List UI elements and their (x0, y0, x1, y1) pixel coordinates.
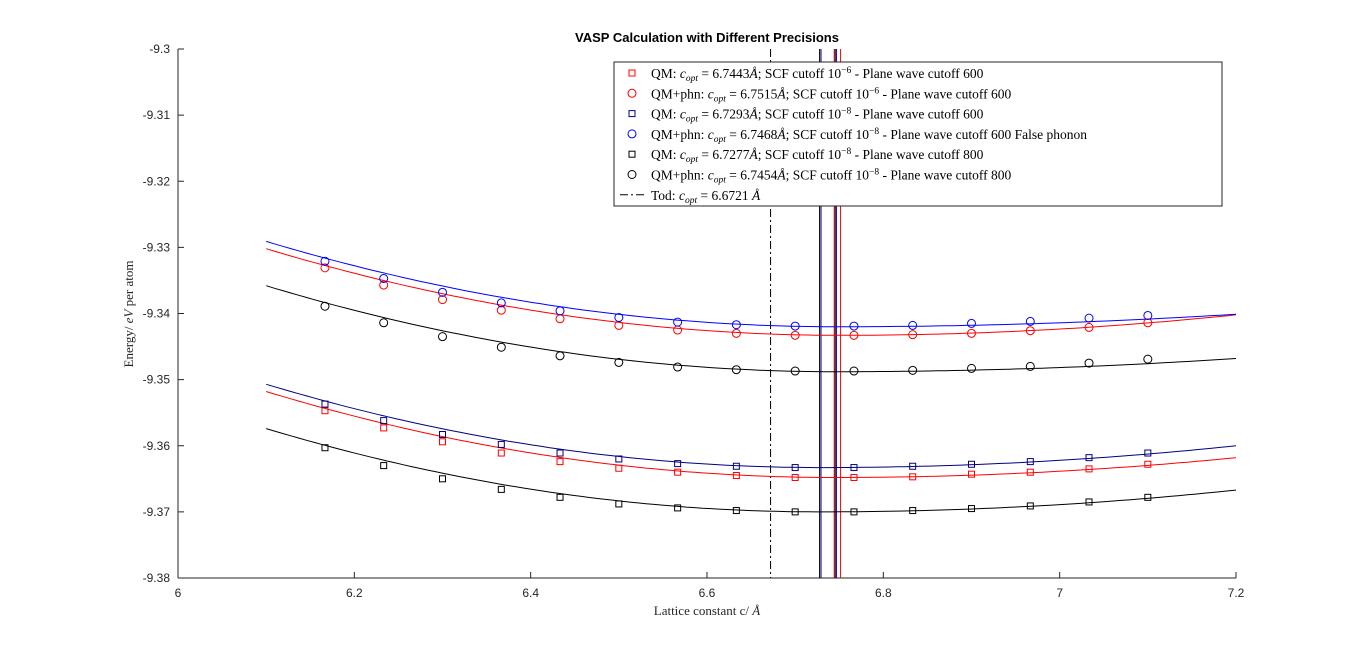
legend-text-mid: ; SCF cutoff 10 (786, 168, 870, 183)
legend-text-tail: - Plane wave cutoff 800 (851, 147, 983, 162)
y-tick-label: -9.38 (143, 571, 171, 585)
chart-title: VASP Calculation with Different Precisio… (575, 30, 839, 45)
legend-text-c-sub: opt (714, 176, 727, 186)
legend: QM: copt = 6.7443Å; SCF cutoff 10−6 - Pl… (614, 62, 1222, 206)
x-tick-label: 6.8 (875, 586, 892, 600)
legend-text-c-sub: opt (714, 135, 727, 145)
legend-text-tail: - Plane wave cutoff 600 False phonon (879, 127, 1087, 142)
legend-text-eq: = 6.7454 (726, 168, 778, 183)
y-tick-label: -9.3 (149, 42, 170, 56)
legend-text-exp: −8 (869, 168, 879, 178)
legend-text-eq: = 6.7468 (726, 127, 778, 142)
legend-text-eq: = 6.7293 (698, 107, 750, 122)
x-tick-label: 6.2 (346, 586, 363, 600)
y-tick-label: -9.31 (143, 108, 171, 122)
legend-text-mid: ; SCF cutoff 10 (758, 66, 842, 81)
legend-text-eq: = 6.7443 (698, 66, 750, 81)
legend-text-prefix: QM+phn: (651, 127, 708, 142)
legend-text-c-sub: opt (686, 155, 699, 165)
x-tick-label: 6.4 (522, 586, 539, 600)
y-axis-label: Energy/ eV per atom (121, 261, 136, 368)
legend-text-prefix: Tod: (651, 188, 679, 203)
x-tick-label: 6.6 (699, 586, 716, 600)
legend-text-prefix: QM: (651, 107, 680, 122)
y-tick-label: -9.35 (143, 373, 171, 387)
legend-text-prefix: QM+phn: (651, 86, 708, 101)
y-axis-label-post: per atom (121, 261, 136, 310)
legend-text-prefix: QM: (651, 147, 680, 162)
legend-text-eq: = 6.7277 (698, 147, 750, 162)
legend-text-prefix: QM: (651, 66, 680, 81)
legend-text-prefix: QM+phn: (651, 168, 708, 183)
legend-text-eq: = 6.6721 (697, 188, 752, 203)
legend-text-tail: - Plane wave cutoff 600 (879, 86, 1011, 101)
x-tick-label: 7 (1056, 586, 1063, 600)
y-tick-label: -9.37 (143, 505, 171, 519)
legend-text-c-sub: opt (686, 74, 699, 84)
y-tick-label: -9.34 (143, 307, 171, 321)
legend-text-mid: ; SCF cutoff 10 (758, 107, 842, 122)
y-axis-label-pre: Energy/ (121, 323, 136, 367)
x-axis-label-text: Lattice constant c/ (654, 603, 753, 618)
legend-text-exp: −8 (841, 107, 851, 117)
y-tick-label: -9.32 (143, 174, 171, 188)
y-tick-label: -9.36 (143, 439, 171, 453)
legend-text-exp: −6 (841, 66, 851, 76)
x-tick-label: 6 (175, 586, 182, 600)
legend-text-mid: ; SCF cutoff 10 (786, 86, 870, 101)
legend-text-exp: −8 (841, 147, 851, 157)
legend-text-c-sub: opt (714, 94, 727, 104)
legend-text-tail: - Plane wave cutoff 600 (851, 107, 983, 122)
legend-text-unit: Å (751, 188, 761, 203)
legend-text-c-sub: opt (685, 196, 698, 206)
legend-text-c-sub: opt (686, 115, 699, 125)
legend-text-exp: −8 (869, 127, 879, 137)
x-tick-label: 7.2 (1228, 586, 1245, 600)
x-axis-label: Lattice constant c/ Å (654, 603, 761, 618)
legend-text-eq: = 6.7515 (726, 86, 778, 101)
legend-text-exp: −6 (869, 86, 879, 96)
legend-text-tail: - Plane wave cutoff 800 (879, 168, 1011, 183)
legend-text-mid: ; SCF cutoff 10 (758, 147, 842, 162)
y-tick-label: -9.33 (143, 240, 171, 254)
x-axis-label-unit: Å (751, 603, 760, 618)
legend-text-tail: - Plane wave cutoff 600 (851, 66, 983, 81)
legend-text-mid: ; SCF cutoff 10 (786, 127, 870, 142)
